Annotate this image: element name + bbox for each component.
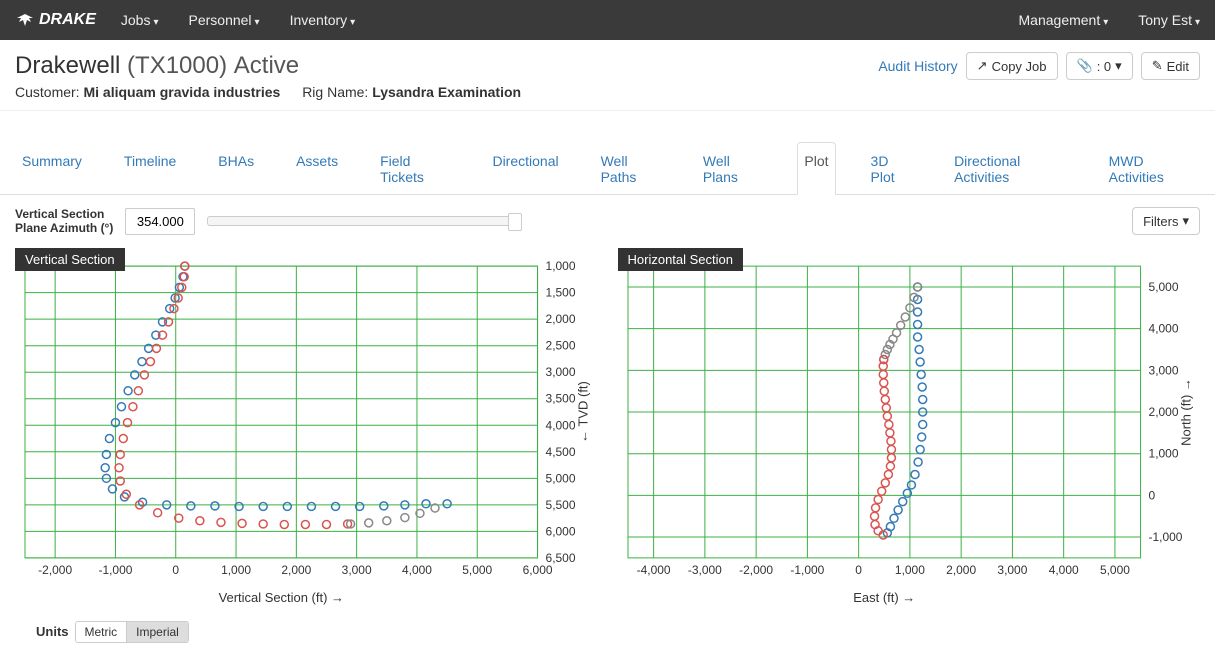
svg-text:1,000: 1,000: [221, 563, 251, 577]
vertical-section-chart: Vertical Section -2,000 -1,000 0 1,000 2,000…: [15, 248, 598, 611]
tab-plot[interactable]: Plot: [797, 142, 835, 195]
svg-text:2,000: 2,000: [281, 563, 311, 577]
slider-handle[interactable]: [508, 213, 522, 231]
nav-user[interactable]: Tony Est▾: [1138, 12, 1200, 28]
svg-text:-2,000: -2,000: [38, 563, 72, 577]
navbar-left: Jobs▾ Personnel▾ Inventory▾: [121, 12, 355, 28]
copy-job-button[interactable]: ↗Copy Job: [966, 52, 1058, 80]
charts-area: Vertical Section -2,000 -1,000 0 1,000 2,000…: [0, 248, 1215, 621]
svg-text:2,500: 2,500: [546, 338, 576, 352]
svg-text:-2,000: -2,000: [739, 563, 773, 577]
svg-text:0: 0: [172, 563, 179, 577]
svg-text:-1,000: -1,000: [790, 563, 824, 577]
tab-bhas[interactable]: BHAs: [211, 142, 261, 195]
horizontal-section-chart: Horizontal Section -4,000 -3,000 -2,000 -1,…: [618, 248, 1201, 611]
svg-text:← TVD (ft): ← TVD (ft): [576, 381, 591, 443]
tab-timeline[interactable]: Timeline: [117, 142, 183, 195]
azimuth-input[interactable]: [125, 208, 195, 235]
horizontal-section-svg: -4,000 -3,000 -2,000 -1,000 0 1,000 2,000 3,000…: [618, 248, 1201, 608]
audit-history-link[interactable]: Audit History: [878, 58, 957, 74]
svg-text:6,000: 6,000: [546, 524, 576, 538]
svg-text:1,000: 1,000: [894, 563, 924, 577]
tabs: Summary Timeline BHAs Assets Field Tickets Di…: [0, 131, 1215, 195]
tab-field-tickets[interactable]: Field Tickets: [373, 142, 457, 195]
chevron-down-icon: ▾: [1115, 58, 1122, 74]
filters-button[interactable]: Filters ▾: [1132, 207, 1200, 235]
tab-directional-activities[interactable]: Directional Activities: [947, 142, 1074, 195]
share-icon: ↗: [977, 58, 988, 74]
nav-jobs[interactable]: Jobs▾: [121, 12, 159, 28]
svg-text:2,000: 2,000: [546, 312, 576, 326]
paperclip-icon: 📎: [1077, 58, 1093, 74]
svg-text:5,000: 5,000: [546, 471, 576, 485]
tab-mwd-activities[interactable]: MWD Activities: [1102, 142, 1200, 195]
nav-personnel[interactable]: Personnel▾: [189, 12, 260, 28]
svg-text:1,000: 1,000: [1148, 446, 1178, 460]
svg-text:3,500: 3,500: [546, 392, 576, 406]
tab-directional[interactable]: Directional: [485, 142, 565, 195]
svg-text:-3,000: -3,000: [687, 563, 721, 577]
svg-text:1,000: 1,000: [546, 259, 576, 273]
svg-text:-1,000: -1,000: [98, 563, 132, 577]
svg-text:North (ft) →: North (ft) →: [1178, 378, 1193, 446]
tab-3d-plot[interactable]: 3D Plot: [864, 142, 920, 195]
nav-inventory[interactable]: Inventory▾: [290, 12, 356, 28]
tab-assets[interactable]: Assets: [289, 142, 345, 195]
tab-well-plans[interactable]: Well Plans: [696, 142, 770, 195]
page-header: Drakewell (TX1000) Active Customer: Mi a…: [0, 40, 1215, 111]
svg-text:4,000: 4,000: [1048, 563, 1078, 577]
units-row: Units Metric Imperial: [0, 621, 1215, 649]
svg-text:5,500: 5,500: [546, 498, 576, 512]
svg-text:3,000: 3,000: [342, 563, 372, 577]
azimuth-slider[interactable]: [207, 216, 517, 226]
controls-row: Vertical Section Plane Azimuth (°) Filte…: [0, 195, 1215, 248]
svg-text:6,500: 6,500: [546, 551, 576, 565]
svg-text:0: 0: [1148, 488, 1155, 502]
svg-text:East (ft) →: East (ft) →: [853, 590, 915, 605]
brand-logo[interactable]: DRAKE: [15, 11, 96, 29]
svg-text:5,000: 5,000: [1148, 280, 1178, 294]
svg-text:3,000: 3,000: [1148, 363, 1178, 377]
tab-summary[interactable]: Summary: [15, 142, 89, 195]
page-title: Drakewell (TX1000) Active: [15, 52, 878, 80]
svg-text:4,000: 4,000: [546, 418, 576, 432]
wings-icon: [15, 12, 35, 28]
svg-text:1,500: 1,500: [546, 285, 576, 299]
tab-well-paths[interactable]: Well Paths: [594, 142, 668, 195]
attachments-button[interactable]: 📎: 0 ▾: [1066, 52, 1133, 80]
azimuth-label: Vertical Section Plane Azimuth (°): [15, 207, 113, 236]
svg-text:5,000: 5,000: [462, 563, 492, 577]
svg-text:2,000: 2,000: [946, 563, 976, 577]
chevron-down-icon: ▾: [1182, 213, 1189, 229]
chart-title-badge: Vertical Section: [15, 248, 125, 271]
svg-text:0: 0: [855, 563, 862, 577]
navbar: DRAKE Jobs▾ Personnel▾ Inventory▾ Manage…: [0, 0, 1215, 40]
units-metric-button[interactable]: Metric: [76, 622, 127, 642]
nav-management[interactable]: Management▾: [1019, 12, 1109, 28]
brand-text: DRAKE: [39, 11, 96, 29]
svg-text:-4,000: -4,000: [636, 563, 670, 577]
edit-icon: ✎: [1152, 58, 1163, 74]
svg-text:5,000: 5,000: [1099, 563, 1129, 577]
header-actions: Audit History ↗Copy Job 📎: 0 ▾ ✎Edit: [878, 52, 1200, 80]
edit-button[interactable]: ✎Edit: [1141, 52, 1200, 80]
svg-text:3,000: 3,000: [546, 365, 576, 379]
units-label: Units: [36, 624, 69, 639]
svg-text:Vertical Section (ft) →: Vertical Section (ft) →: [219, 590, 344, 605]
units-toggle: Metric Imperial: [75, 621, 189, 643]
page-subtitle: Customer: Mi aliquam gravida industries …: [15, 84, 878, 100]
chart-title-badge: Horizontal Section: [618, 248, 744, 271]
vertical-section-svg: -2,000 -1,000 0 1,000 2,000 3,000 4,000 5,000 6,…: [15, 248, 598, 608]
svg-text:4,000: 4,000: [1148, 321, 1178, 335]
svg-text:-1,000: -1,000: [1148, 530, 1182, 544]
units-imperial-button[interactable]: Imperial: [126, 622, 188, 642]
navbar-right: Management▾ Tony Est▾: [1019, 12, 1200, 28]
svg-text:3,000: 3,000: [997, 563, 1027, 577]
svg-text:4,000: 4,000: [402, 563, 432, 577]
svg-text:4,500: 4,500: [546, 445, 576, 459]
svg-text:2,000: 2,000: [1148, 405, 1178, 419]
svg-text:6,000: 6,000: [523, 563, 553, 577]
